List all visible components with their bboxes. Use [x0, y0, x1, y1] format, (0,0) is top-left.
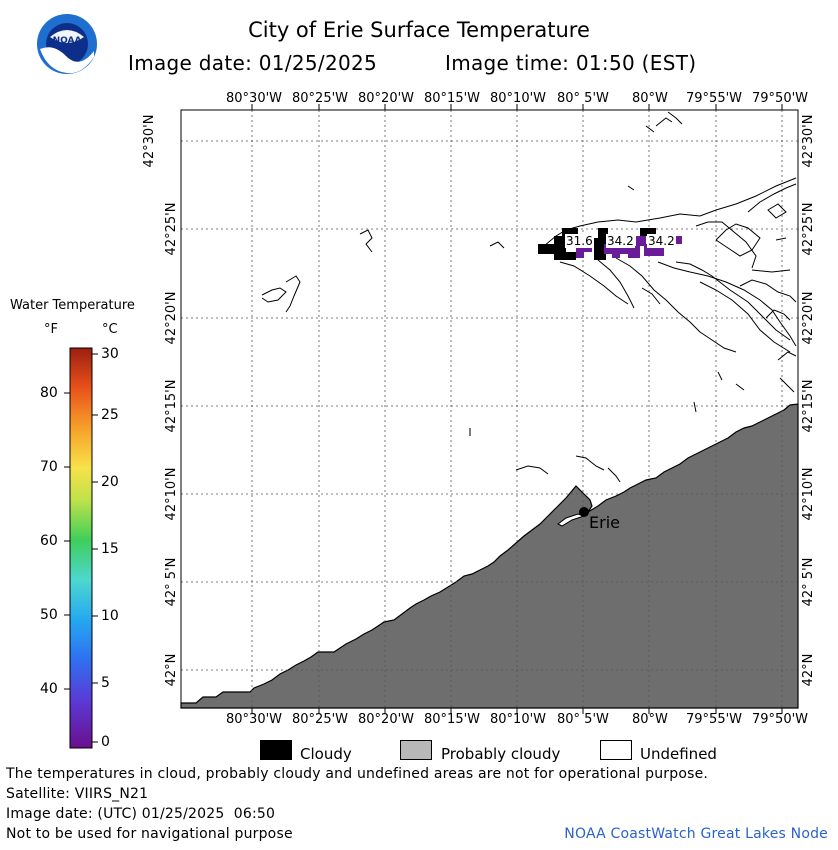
- colorbar-f-tick: 50: [40, 607, 58, 623]
- lat-label-left: 42° 5'N: [164, 557, 179, 607]
- tick-marks: [251, 104, 783, 714]
- colorbar-f-tick: 80: [40, 385, 58, 401]
- erie-marker: [557, 507, 589, 527]
- legend-label-cloudy: Cloudy: [300, 745, 352, 763]
- temp-label: 31.6: [565, 234, 594, 248]
- lon-label-top: 80° 5'W: [557, 91, 609, 106]
- lon-label-bottom: 80°20'W: [358, 712, 415, 727]
- colorbar-title: Water Temperature: [10, 298, 135, 313]
- footer-nav-warning: Not to be used for navigational purpose: [6, 826, 293, 842]
- lon-label-top: 80°30'W: [226, 91, 283, 106]
- legend-label-probably-cloudy: Probably cloudy: [441, 745, 561, 763]
- lat-label-left: 42°15'N: [164, 379, 179, 433]
- legend-label-undefined: Undefined: [640, 745, 717, 763]
- legend-swatch-cloudy: [260, 740, 292, 760]
- colorbar-f-tick: 70: [40, 459, 58, 475]
- lat-label-right: 42°10'N: [801, 467, 816, 521]
- lon-label-bottom: 80° 5'W: [557, 712, 609, 727]
- lat-label-right: 42°15'N: [801, 379, 816, 433]
- colorbar-f-tick: 40: [40, 681, 58, 697]
- footer-satellite: Satellite: VIIRS_N21: [6, 786, 149, 802]
- colorbar: [69, 347, 93, 749]
- temp-label: 34.2: [606, 234, 635, 248]
- city-label-erie: Erie: [589, 513, 620, 532]
- colorbar-c-tick: 20: [101, 474, 119, 490]
- legend-swatch-undefined: [600, 740, 632, 760]
- colorbar-c-tick: 30: [101, 346, 119, 362]
- land-area: [180, 403, 799, 709]
- colorbar-unit-f: °F: [44, 322, 58, 337]
- colorbar-c-tick: 0: [101, 734, 110, 750]
- cloudy-pixels: [538, 228, 656, 260]
- noaa-logo: NOAA: [36, 13, 98, 75]
- lat-label-left: 42°25'N: [164, 202, 179, 256]
- image-date: Image date: 01/25/2025: [128, 51, 378, 75]
- colorbar-c-tick: 15: [101, 541, 119, 557]
- lat-label-left: 42°N: [164, 653, 179, 687]
- lon-label-top: 80°15'W: [424, 91, 481, 106]
- lon-label-bottom: 79°55'W: [686, 712, 743, 727]
- lon-label-top: 80°25'W: [292, 91, 349, 106]
- footer-disclaimer: The temperatures in cloud, probably clou…: [6, 766, 709, 782]
- lat-label-right: 42° 5'N: [801, 557, 816, 607]
- colorbar-f-tick: 60: [40, 533, 58, 549]
- map-frame: [180, 109, 799, 709]
- lon-label-top: 80°20'W: [358, 91, 415, 106]
- lat-label-right: 42°25'N: [801, 202, 816, 256]
- temp-label: 34.2: [647, 234, 676, 248]
- page-title: City of Erie Surface Temperature: [248, 18, 590, 42]
- colorbar-c-tick: 5: [101, 675, 110, 691]
- lon-label-bottom: 80°10'W: [490, 712, 547, 727]
- lat-label-left: 42°20'N: [164, 291, 179, 345]
- lat-label-left: 42°30'N: [142, 114, 157, 168]
- lat-label-right: 42°30'N: [801, 114, 816, 168]
- footer-utc-date: Image date: (UTC) 01/25/2025 06:50: [6, 806, 276, 822]
- lon-label-top: 80°10'W: [490, 91, 547, 106]
- lon-label-bottom: 80°30'W: [226, 712, 283, 727]
- contour-lines: [261, 111, 797, 483]
- lon-label-top: 79°50'W: [752, 91, 809, 106]
- colorbar-unit-c: °C: [102, 322, 118, 337]
- lon-label-bottom: 79°50'W: [752, 712, 809, 727]
- legend-swatch-probably-cloudy: [400, 740, 432, 760]
- lat-label-left: 42°10'N: [164, 467, 179, 521]
- lon-label-bottom: 80°15'W: [424, 712, 481, 727]
- lon-label-top: 79°55'W: [686, 91, 743, 106]
- image-time: Image time: 01:50 (EST): [445, 51, 697, 75]
- colorbar-c-tick: 10: [101, 608, 119, 624]
- lon-label-top: 80°W: [632, 91, 668, 106]
- lon-label-bottom: 80°25'W: [292, 712, 349, 727]
- colorbar-ticks: [64, 353, 98, 743]
- colorbar-c-tick: 25: [101, 407, 119, 423]
- footer-credit: NOAA CoastWatch Great Lakes Node: [564, 826, 828, 842]
- lon-label-bottom: 80°W: [632, 712, 668, 727]
- lat-label-right: 42°N: [801, 653, 816, 687]
- lat-label-right: 42°20'N: [801, 291, 816, 345]
- noaa-logo-text: NOAA: [52, 36, 82, 46]
